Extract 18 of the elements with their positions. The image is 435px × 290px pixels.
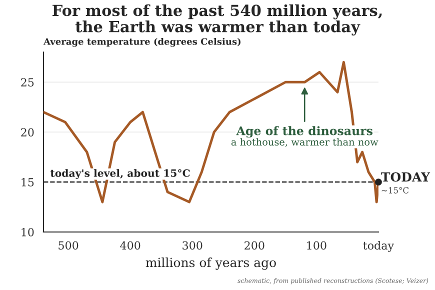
x-axis-title: millions of years ago <box>146 257 276 270</box>
x-tick-label: today <box>363 241 394 252</box>
y-tick-label: 25 <box>21 78 34 87</box>
annotation: Age of the dinosaurs <box>236 126 373 138</box>
x-tick-label: 100 <box>307 241 326 250</box>
y-tick-label: 20 <box>21 128 34 136</box>
x-tick-label: 400 <box>120 241 140 250</box>
ref-line-label: today's level, about 15°C <box>50 169 190 180</box>
annotation: a hothouse, warmer than now <box>231 138 378 147</box>
y-axis-title: Average temperature (degrees Celsius) <box>43 38 240 47</box>
y-tick-label: 10 <box>22 228 34 236</box>
annotation: TODAY <box>381 172 430 182</box>
chart-title: For most of the past 540 million years, the Earth was warmer than today <box>52 4 382 36</box>
x-tick-label: 200 <box>244 241 264 250</box>
x-tick-label: 300 <box>182 241 202 250</box>
x-tick-label: 500 <box>58 241 78 250</box>
y-tick-label: 15 <box>22 178 34 186</box>
text: ~15°C <box>382 187 409 194</box>
